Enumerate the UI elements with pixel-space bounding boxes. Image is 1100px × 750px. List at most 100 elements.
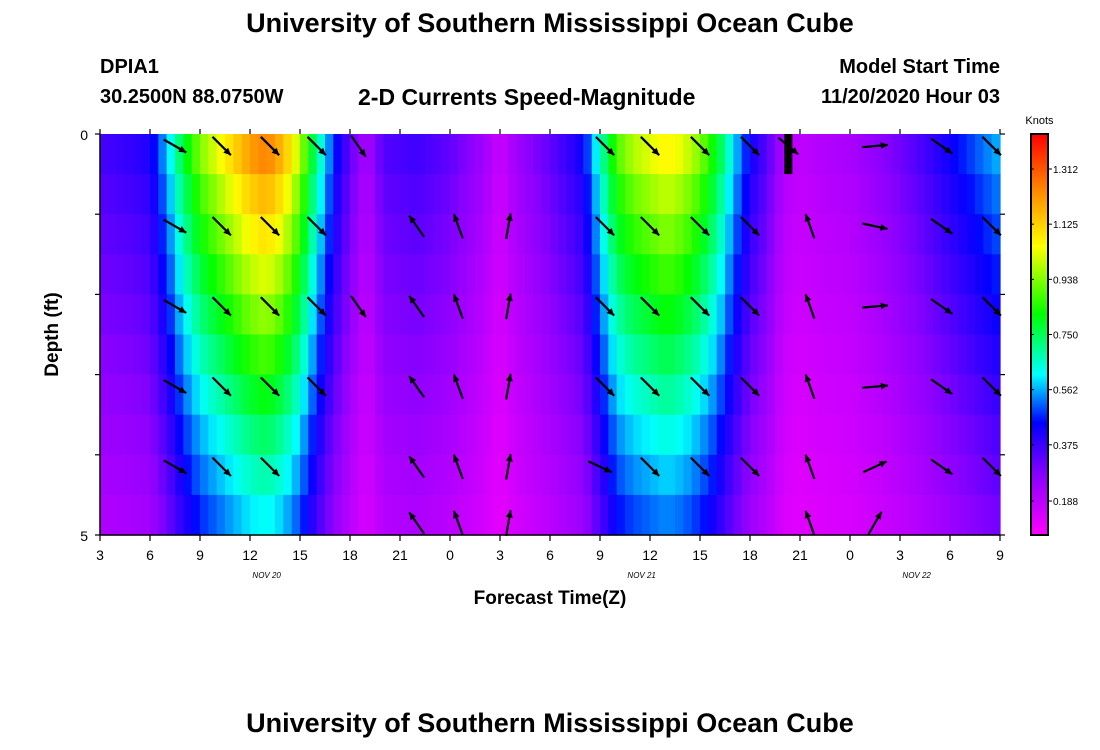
heatmap-cell [933,134,943,175]
current-vector-head [651,388,660,396]
heatmap-cell [641,414,651,456]
x-tick-label: 3 [96,547,104,563]
heatmap-cell [516,134,526,175]
heatmap-cell [958,214,968,255]
heatmap-cell [333,214,343,255]
heatmap-cell [450,254,459,295]
heatmap-cell [875,334,884,376]
heatmap-cell [641,294,651,336]
heatmap-cell [141,374,151,416]
heatmap-cell [883,454,893,496]
heatmap-cell [133,214,143,255]
heatmap-cell [233,414,243,456]
heatmap-cell [750,254,759,295]
heatmap-cell [800,414,809,456]
heatmap-cell [700,334,709,376]
heatmap-cell [708,414,718,456]
heatmap-cell [716,454,726,496]
heatmap-cell [700,454,709,496]
heatmap-cell [133,414,143,456]
heatmap-cell [841,414,851,456]
heatmap-cell [791,174,801,215]
heatmap-cell [366,254,376,295]
heatmap-cell [966,414,976,456]
heatmap-cell [341,374,351,416]
heatmap-cell [433,254,443,295]
heatmap-cell [391,254,401,295]
heatmap-cell [791,374,801,416]
heatmap-cell [950,254,959,295]
heatmap-cell [175,454,184,496]
heatmap-cell [675,374,684,416]
heatmap-cell [975,374,984,416]
heatmap-cell [283,174,293,215]
heatmap-cell [150,174,159,215]
x-tick-label: 0 [846,547,854,563]
heatmap-cell [850,174,859,215]
heatmap-cell [741,174,751,215]
heatmap-cell [658,454,668,496]
heatmap-cell [625,334,634,376]
current-vector-head [804,510,812,519]
heatmap-cell [800,334,809,376]
heatmap-cell [958,174,968,215]
heatmap-cell [600,374,609,416]
heatmap-cell [500,134,509,175]
heatmap-cell [975,414,984,456]
heatmap-cell [683,214,693,255]
heatmap-cell [333,254,343,295]
heatmap-cell [191,134,201,175]
heatmap-cell [958,134,968,175]
current-vector-head [453,374,460,383]
heatmap-cell [616,254,626,295]
heatmap-cell [516,374,526,416]
heatmap-cell [400,134,409,175]
heatmap-cell [766,414,776,456]
heatmap-cell [800,134,809,175]
heatmap-cell [950,334,959,376]
heatmap-cell [100,334,109,376]
heatmap-cell [875,174,884,215]
heatmap-cell [675,414,684,456]
heatmap-cell [408,334,418,376]
heatmap-cell [566,214,576,255]
heatmap-cell [108,374,118,416]
heatmap-cell [558,214,568,255]
heatmap-cell [291,134,301,175]
heatmap-cell [725,214,734,255]
heatmap-cell [458,454,468,496]
heatmap-cell [800,254,809,295]
heatmap-cell [341,134,351,175]
heatmap-cell [783,414,793,456]
heatmap-cell [283,494,293,536]
heatmap-cell [375,294,384,336]
heatmap-cell [758,214,768,255]
current-vector-head [409,295,417,304]
heatmap-cell [158,374,168,416]
heatmap-cell [591,214,601,255]
current-vectors [163,134,1002,536]
heatmap-cell [941,294,951,336]
heatmap-cell [291,494,301,536]
heatmap-cell [383,254,393,295]
heatmap-cell [883,254,893,295]
current-vector-head [751,468,760,476]
heatmap-cell [908,214,918,255]
heatmap-cell [308,494,318,536]
current-vector-head [223,388,231,396]
heatmap-cell [600,134,609,175]
heatmap-cell [775,174,784,215]
heatmap-cell [616,174,626,215]
heatmap-cell [216,494,226,536]
heatmap-cell [575,174,584,215]
heatmap-cell [241,494,251,536]
x-tick-label: 12 [242,547,258,563]
heatmap-cell [691,414,701,456]
current-vector-head [318,388,326,396]
heatmap-cell [983,174,993,215]
heatmap-cell [925,134,934,175]
heatmap-cell [941,374,951,416]
heatmap-cell [608,334,618,376]
heatmap-cell [166,134,176,175]
heatmap-cell [583,294,593,336]
